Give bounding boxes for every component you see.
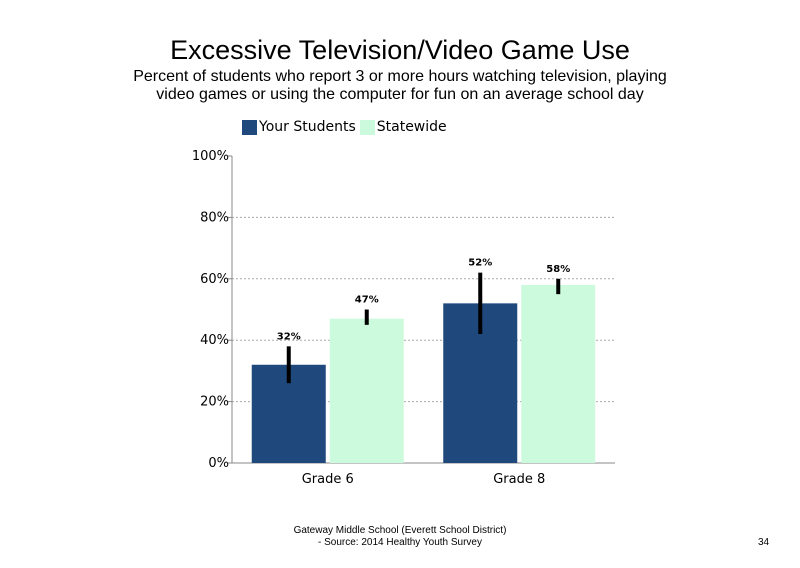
- legend-label-statewide: Statewide: [376, 119, 447, 135]
- data-label: 58%: [546, 264, 570, 275]
- legend-swatch-statewide: [359, 119, 375, 135]
- legend-item-statewide: Statewide: [359, 119, 447, 135]
- footer-school: Gateway Middle School (Everett School Di…: [293, 525, 507, 536]
- y-tick-label: 80%: [200, 210, 229, 225]
- chart-legend: Your Students Statewide: [242, 118, 451, 136]
- y-tick-label: 100%: [192, 149, 229, 164]
- page-number: 34: [758, 537, 770, 548]
- legend-swatch-your-students: [242, 119, 257, 135]
- bar-statewide: [329, 318, 404, 463]
- x-tick-label: Grade 6: [302, 472, 354, 487]
- y-tick-label: 0%: [208, 456, 229, 471]
- legend-item-your-students: Your Students: [242, 119, 356, 135]
- y-tick-label: 60%: [200, 272, 229, 287]
- y-tick-label: 20%: [200, 395, 229, 410]
- bar-statewide: [521, 284, 596, 463]
- legend-label-your-students: Your Students: [259, 119, 356, 135]
- x-tick-label: Grade 8: [493, 472, 545, 487]
- chart-title: Excessive Television/Video Game Use: [170, 35, 630, 65]
- footer-source: Gateway Middle School (Everett School Di…: [230, 525, 570, 549]
- footer-source-line: - Source: 2014 Healthy Youth Survey: [318, 537, 482, 548]
- data-label: 32%: [277, 331, 301, 342]
- y-tick-label: 40%: [200, 333, 229, 348]
- data-label: 52%: [468, 258, 492, 269]
- data-label: 47%: [355, 295, 379, 306]
- chart-subtitle: Percent of students who report 3 or more…: [133, 68, 667, 103]
